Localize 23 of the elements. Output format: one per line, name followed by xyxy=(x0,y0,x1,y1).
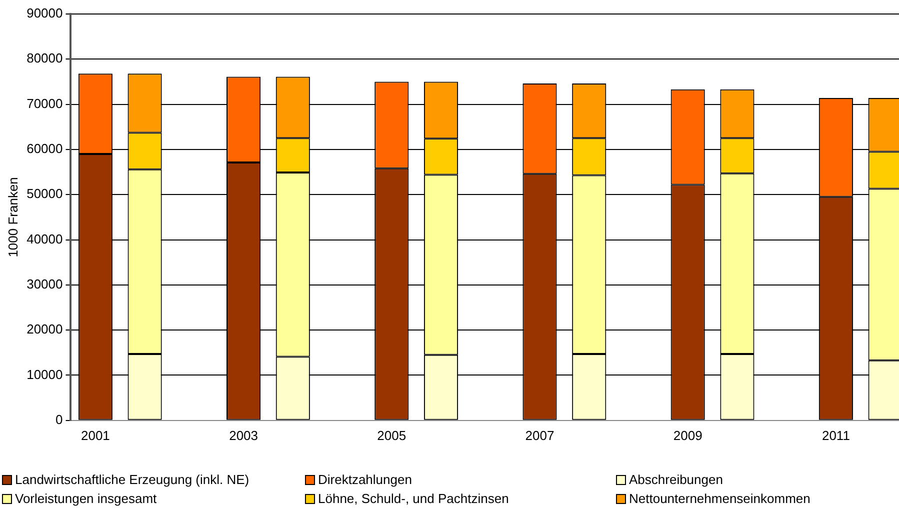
y-tick-label: 80000 xyxy=(26,50,63,66)
x-tick-label: 2001 xyxy=(80,428,110,443)
y-tick-label: 60000 xyxy=(26,141,63,156)
y-tick-label: 30000 xyxy=(26,276,63,292)
legend-label: Landwirtschaftliche Erzeugung (inkl. NE) xyxy=(15,472,250,487)
y-tick-label: 0 xyxy=(56,412,63,427)
y-tick-label: 10000 xyxy=(26,366,63,382)
y-tick-label: 70000 xyxy=(26,96,63,111)
y-tick-label: 90000 xyxy=(26,6,63,21)
y-tick-label: 40000 xyxy=(26,231,63,246)
x-tick-label: 2005 xyxy=(377,428,406,443)
legend-label: Löhne, Schuld-, und Pachtzinsen xyxy=(318,491,509,506)
x-tick-label: 2011 xyxy=(822,428,850,443)
x-tick-label: 2009 xyxy=(673,428,702,443)
legend-label: Nettounternehmenseinkommen xyxy=(629,491,810,506)
x-tick-label: 2007 xyxy=(525,428,554,443)
x-tick-label: 2003 xyxy=(229,428,258,443)
legend-label: Direktzahlungen xyxy=(318,472,412,487)
legend-label: Vorleistungen insgesamt xyxy=(15,491,157,506)
y-axis-title: 1000 Franken xyxy=(5,177,20,258)
legend-label: Abschreibungen xyxy=(629,472,723,487)
y-tick-label: 50000 xyxy=(26,186,63,202)
y-tick-label: 20000 xyxy=(26,322,63,337)
